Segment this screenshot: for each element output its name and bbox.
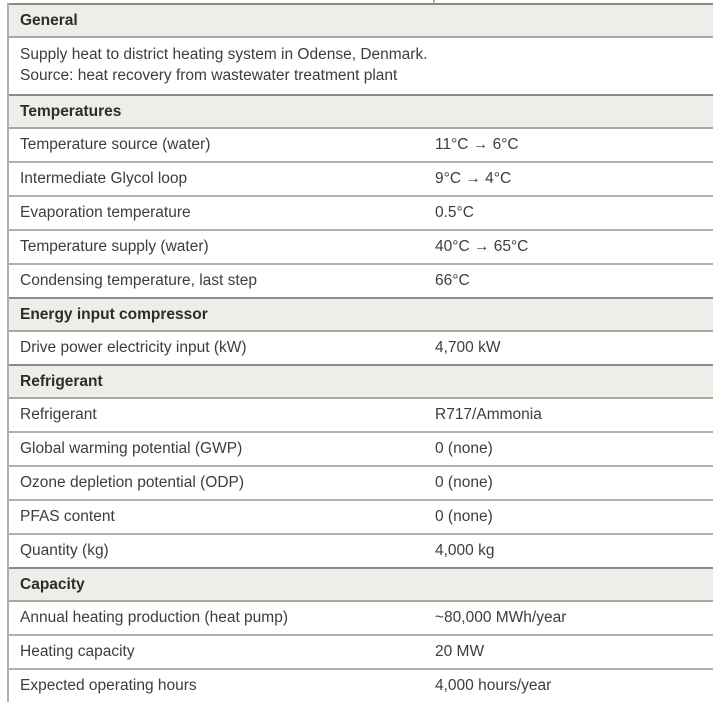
- row-value: 20 MW: [435, 643, 485, 660]
- section-header-label: Temperatures: [20, 102, 122, 120]
- row-label: Heating capacity: [20, 643, 135, 660]
- row-value: 40°C → 65°C: [435, 238, 529, 255]
- row-label: Evaporation temperature: [20, 204, 191, 221]
- section-header-label: Energy input compressor: [20, 305, 208, 323]
- table-row: Drive power electricity input (kW) 4,700…: [9, 332, 713, 364]
- row-label: Intermediate Glycol loop: [20, 170, 188, 187]
- section-header-energy-input: Energy input compressor: [9, 297, 713, 332]
- row-label: Global warming potential (GWP): [20, 440, 243, 457]
- section-description: Supply heat to district heating system i…: [9, 38, 713, 94]
- table-row: Expected operating hours 4,000 hours/yea…: [9, 668, 713, 702]
- table-row: Temperature source (water) 11°C → 6°C: [9, 129, 713, 161]
- section-header-temperatures: Temperatures: [9, 94, 713, 129]
- spec-table: General Supply heat to district heating …: [7, 3, 713, 702]
- row-label: Temperature supply (water): [20, 238, 209, 255]
- table-row: Refrigerant R717/Ammonia: [9, 399, 713, 431]
- row-label: Drive power electricity input (kW): [20, 339, 247, 356]
- row-value: 66°C: [435, 272, 470, 289]
- row-label: Annual heating production (heat pump): [20, 609, 288, 626]
- row-value: 4,000 kg: [435, 542, 495, 559]
- column-divider-tick: [433, 0, 435, 3]
- section-header-label: Capacity: [20, 575, 85, 593]
- section-header-general: General: [9, 3, 713, 38]
- row-label: Temperature source (water): [20, 136, 211, 153]
- table-row: Temperature supply (water) 40°C → 65°C: [9, 229, 713, 263]
- section-header-label: General: [20, 11, 78, 29]
- row-value: 4,000 hours/year: [435, 677, 552, 694]
- row-label: Expected operating hours: [20, 677, 197, 694]
- table-row: Evaporation temperature 0.5°C: [9, 195, 713, 229]
- table-row: PFAS content 0 (none): [9, 499, 713, 533]
- section-header-refrigerant: Refrigerant: [9, 364, 713, 399]
- row-label: PFAS content: [20, 508, 115, 525]
- section-header-capacity: Capacity: [9, 567, 713, 602]
- description-line: Source: heat recovery from wastewater tr…: [20, 67, 398, 84]
- table-row: Heating capacity 20 MW: [9, 634, 713, 668]
- row-value: 0 (none): [435, 440, 493, 457]
- row-value: 0 (none): [435, 508, 493, 525]
- table-row: Ozone depletion potential (ODP) 0 (none): [9, 465, 713, 499]
- table-row: Quantity (kg) 4,000 kg: [9, 533, 713, 567]
- row-value: 11°C → 6°C: [435, 136, 519, 153]
- row-value: ~80,000 MWh/year: [435, 609, 567, 626]
- table-row: Annual heating production (heat pump) ~8…: [9, 602, 713, 634]
- table-row: Global warming potential (GWP) 0 (none): [9, 431, 713, 465]
- row-value: 9°C → 4°C: [435, 170, 512, 187]
- section-header-label: Refrigerant: [20, 372, 103, 390]
- row-value: 4,700 kW: [435, 339, 501, 356]
- row-label: Quantity (kg): [20, 542, 109, 559]
- row-value: 0.5°C: [435, 204, 474, 221]
- description-line: Supply heat to district heating system i…: [20, 46, 428, 63]
- table-row: Intermediate Glycol loop 9°C → 4°C: [9, 161, 713, 195]
- row-label: Condensing temperature, last step: [20, 272, 257, 289]
- table-row: Condensing temperature, last step 66°C: [9, 263, 713, 297]
- row-label: Refrigerant: [20, 406, 97, 423]
- row-value: 0 (none): [435, 474, 493, 491]
- row-label: Ozone depletion potential (ODP): [20, 474, 245, 491]
- row-value: R717/Ammonia: [435, 406, 542, 423]
